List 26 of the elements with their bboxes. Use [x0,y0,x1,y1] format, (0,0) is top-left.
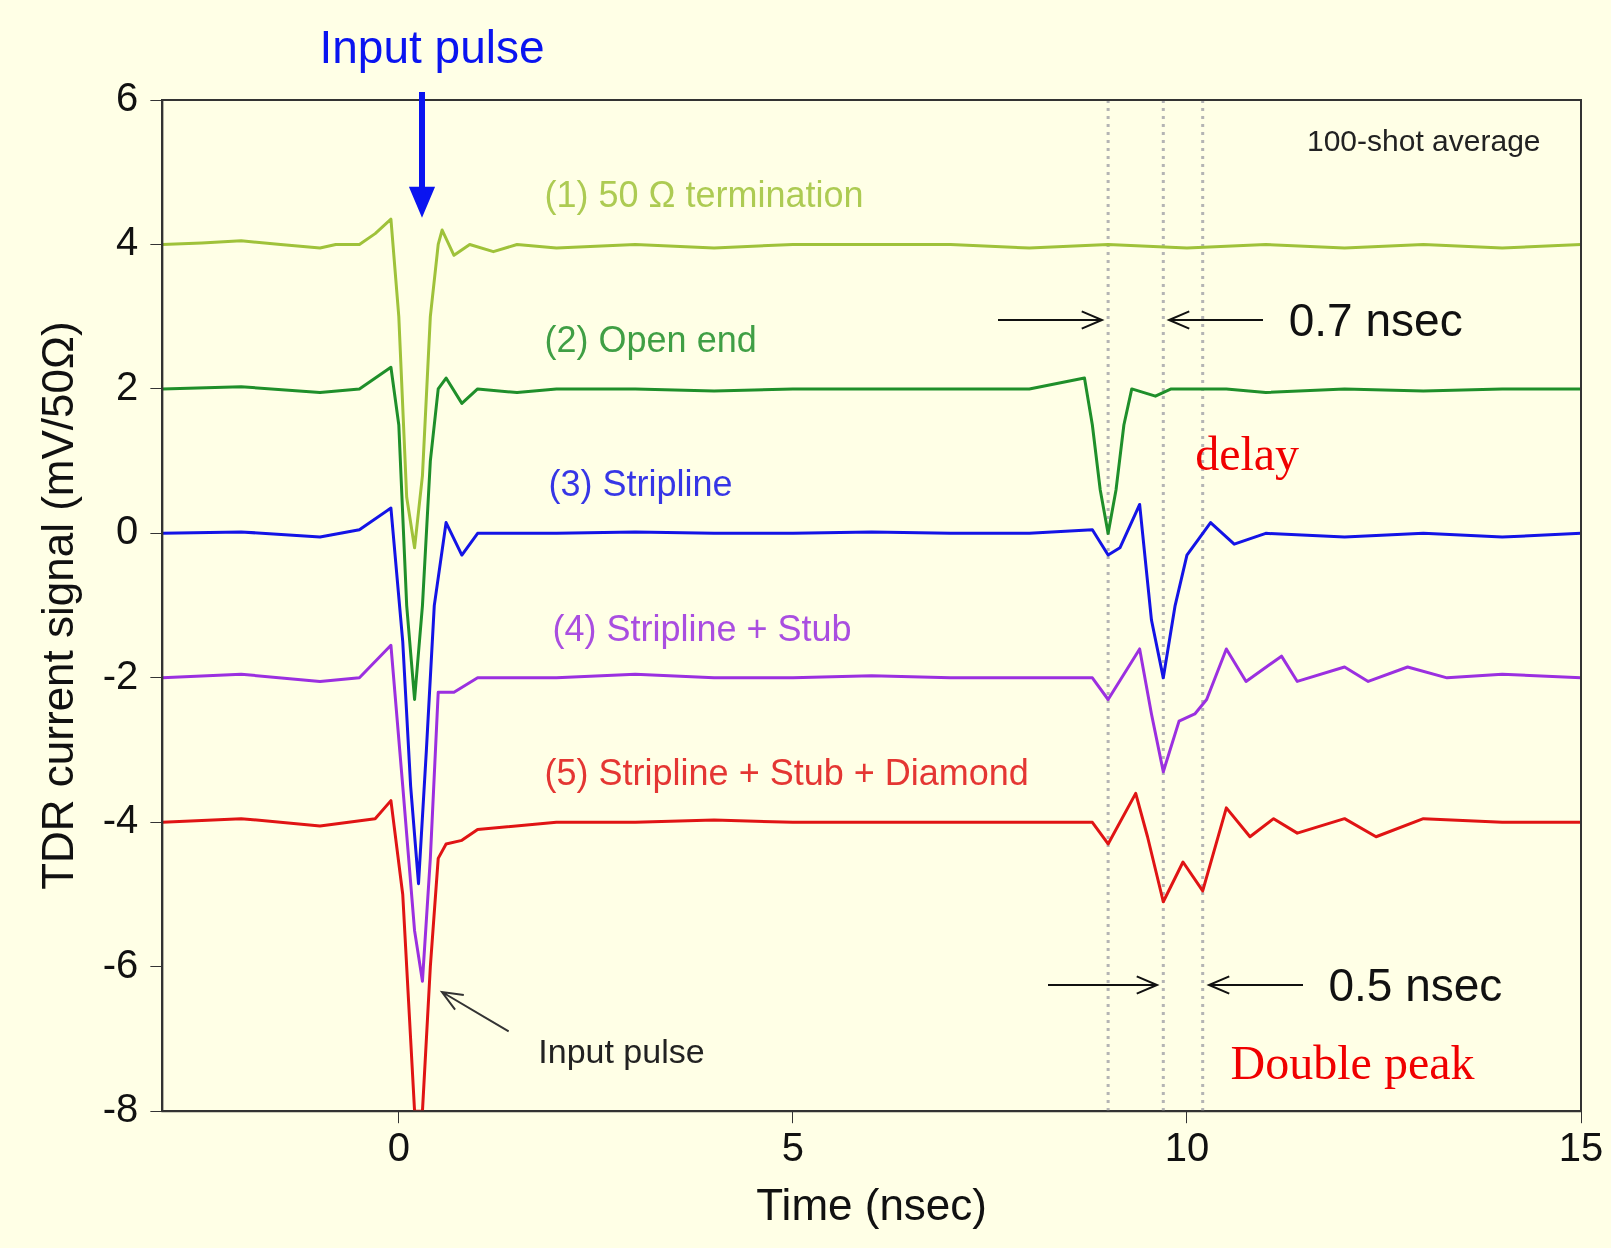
y-tick-label: -8 [102,1086,139,1131]
annotation: 0.7 nsec [1288,293,1463,348]
y-tick-label: -4 [102,797,139,842]
annotation: Input pulse [538,1032,705,1072]
y-tick-label: 2 [116,363,139,408]
series-label: (4) Stripline + Stub [552,607,852,650]
y-axis-title: TDR current signal (mV/50Ω) [32,321,82,890]
annotation: Double peak [1230,1035,1475,1091]
y-tick-label: -6 [102,941,139,986]
series-label: (2) Open end [544,318,757,361]
annotation: 0.5 nsec [1328,957,1503,1012]
y-tick-label: 4 [116,219,139,264]
x-tick-label: 0 [387,1125,410,1170]
x-tick-label: 10 [1164,1125,1210,1170]
x-tick-label: 15 [1558,1125,1604,1170]
annotation: 100-shot average [1307,124,1541,158]
series-label: (3) Stripline [548,463,733,506]
x-tick-label: 5 [781,1125,804,1170]
x-axis-title: Time (nsec) [756,1179,987,1229]
text: Input pulse [319,20,545,74]
y-tick-label: 6 [116,75,139,120]
annotation: delay [1195,426,1300,482]
y-tick-label: 0 [116,508,139,553]
series-label: (1) 50 Ω termination [544,174,864,217]
series-label: (5) Stripline + Stub + Diamond [544,752,1029,795]
y-tick-label: -2 [102,652,139,697]
